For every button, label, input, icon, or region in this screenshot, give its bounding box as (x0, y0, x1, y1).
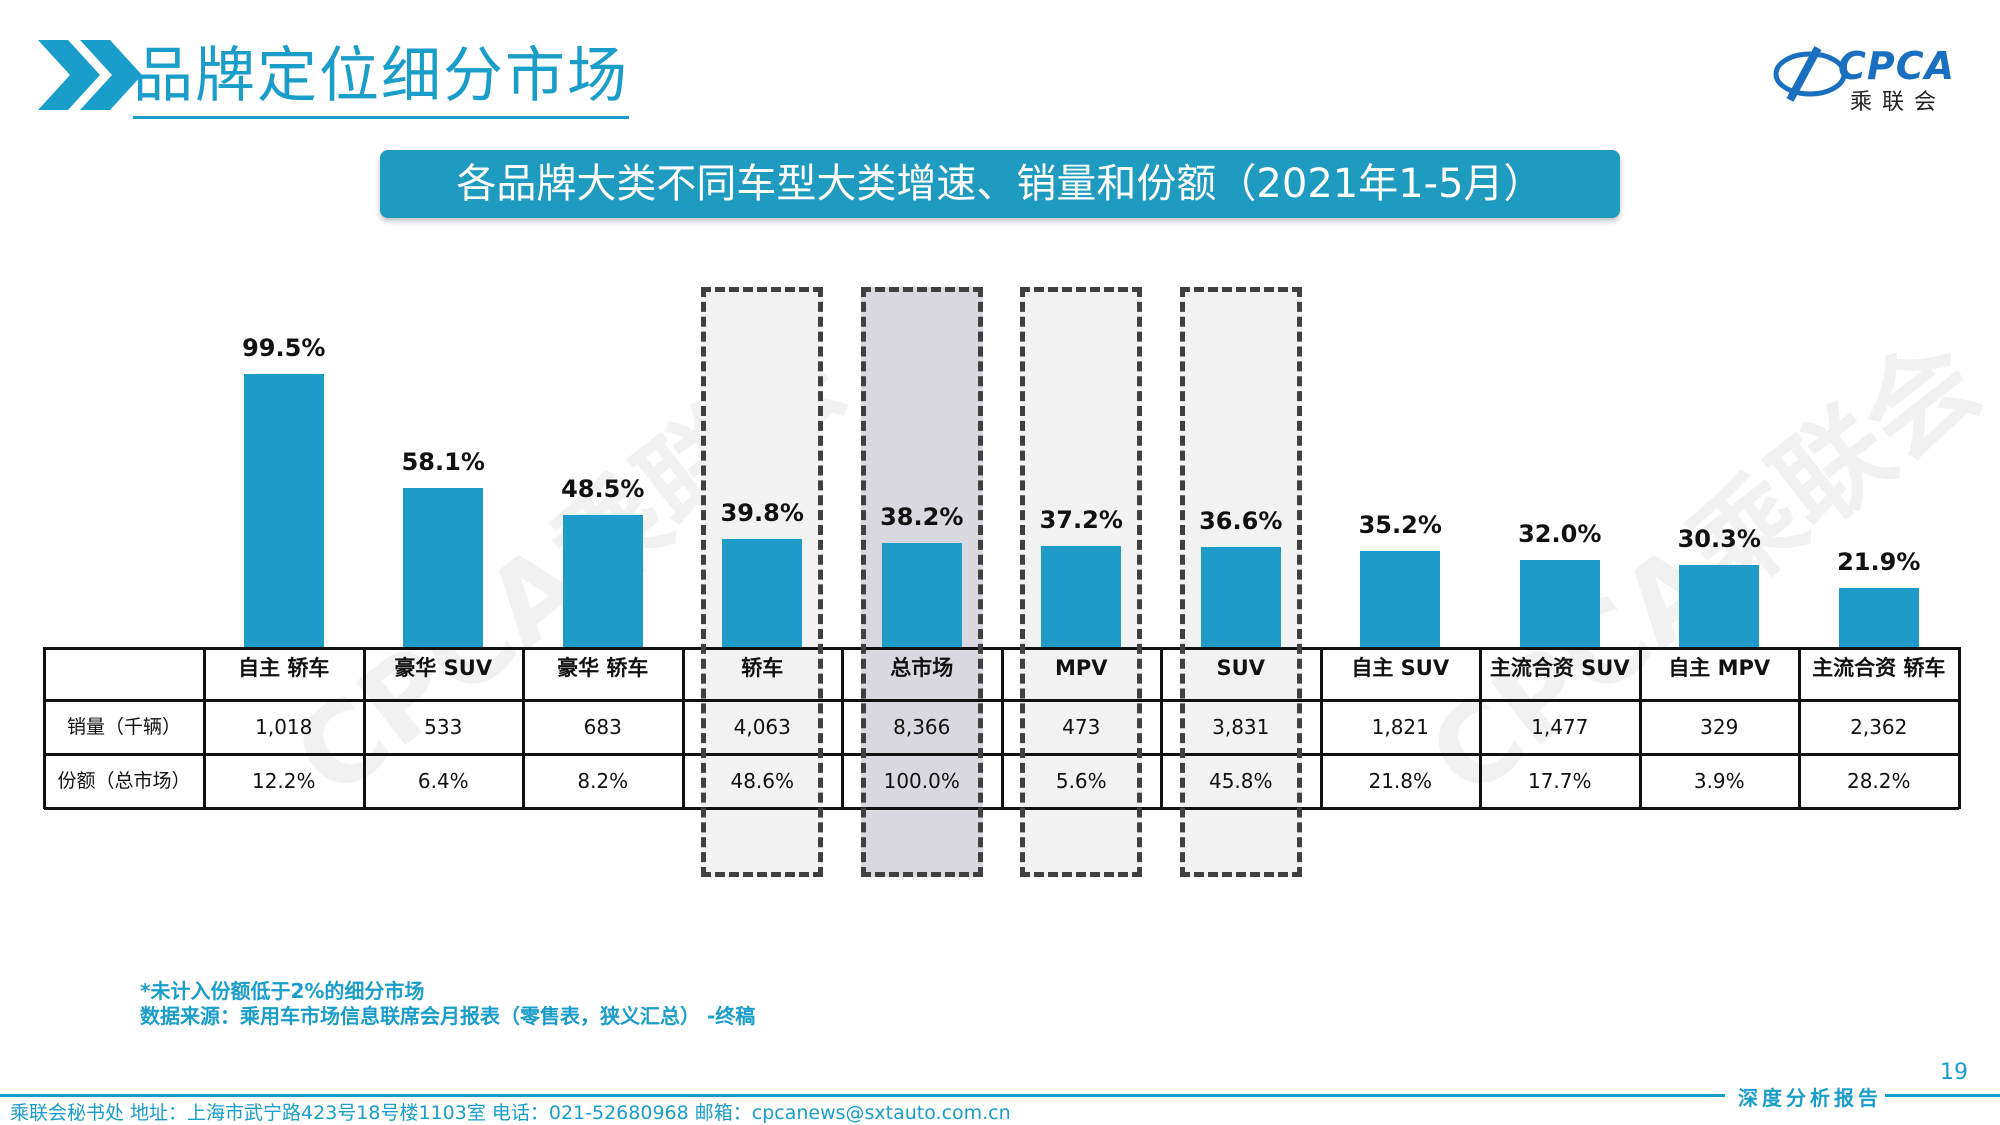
chart-title: 各品牌大类不同车型大类增速、销量和份额（2021年1-5月） (456, 161, 1544, 207)
data-label: 21.9% (1837, 547, 1921, 576)
data-label: 35.2% (1358, 511, 1442, 540)
bar (1519, 560, 1600, 648)
table-vline (1479, 647, 1482, 809)
table-header: 轿车 (741, 656, 784, 680)
table-vline (203, 647, 206, 809)
bar (403, 488, 484, 648)
table-vline (522, 647, 525, 809)
highlight-box (1179, 287, 1302, 877)
table-cell-sales: 8,366 (893, 715, 951, 739)
data-label: 37.2% (1039, 505, 1123, 534)
table-cell-share: 28.2% (1846, 769, 1911, 793)
report-label: 深度分析报告 (1738, 1086, 1882, 1110)
data-source: 数据来源：乘用车市场信息联席会月报表（零售表，狭义汇总） -终稿 (140, 1004, 756, 1028)
bar (1360, 551, 1441, 648)
data-label: 39.8% (720, 498, 804, 527)
table-cell-sales: 1,018 (255, 715, 313, 739)
data-label: 48.5% (561, 474, 645, 503)
footer-divider-right (1885, 1094, 2000, 1097)
table-cell-share: 6.4% (417, 769, 469, 793)
table-cell-sales: 3,831 (1212, 715, 1270, 739)
table-vline (1638, 647, 1642, 809)
bar (881, 542, 962, 648)
chart-title-banner: 各品牌大类不同车型大类增速、销量和份额（2021年1-5月） (380, 150, 1620, 218)
table-header: 主流合资 SUV (1489, 656, 1630, 680)
bar (1679, 564, 1760, 648)
table-cell-share: 8.2% (577, 769, 629, 793)
table-cell-sales: 1,477 (1531, 715, 1589, 739)
table-header: 自主 MPV (1668, 656, 1771, 680)
table-cell-sales: 4,063 (733, 715, 791, 739)
table-cell-sales: 473 (1062, 715, 1101, 739)
highlight-box (1020, 287, 1143, 877)
table-header: 主流合资 轿车 (1812, 656, 1946, 680)
table-cell-share: 3.9% (1693, 769, 1745, 793)
table-vline (681, 647, 685, 809)
table-vline (43, 647, 46, 809)
table-cell-sales: 329 (1700, 715, 1739, 739)
bar (1200, 547, 1281, 648)
data-label: 99.5% (242, 334, 326, 363)
page-number: 19 (1940, 1060, 1968, 1085)
bar (1838, 587, 1919, 648)
bar (562, 514, 643, 648)
chevron-arrows-icon (38, 40, 142, 110)
data-label: 32.0% (1518, 520, 1602, 548)
table-cell-sales: 683 (583, 715, 622, 739)
table-header: 自主 轿车 (238, 656, 330, 680)
table-vline (362, 647, 366, 809)
bar (722, 538, 803, 648)
table-cell-sales: 533 (424, 715, 463, 739)
table-cell-share: 100.0% (883, 769, 960, 793)
table-vline (841, 647, 844, 809)
table-header: 豪华 轿车 (557, 656, 649, 680)
table-cell-share: 12.2% (251, 769, 316, 793)
footer-contact: 乘联会秘书处 地址：上海市武宁路423号18号楼1103室 电话：021-526… (10, 1102, 1011, 1124)
bar (1041, 545, 1122, 648)
table-vline (1319, 647, 1323, 809)
table-header: SUV (1216, 656, 1265, 680)
footnote: *未计入份额低于2%的细分市场 (140, 979, 425, 1003)
table-header: 自主 SUV (1351, 656, 1450, 680)
page-title: 品牌定位细分市场 (133, 36, 629, 119)
table-cell-share: 5.6% (1055, 769, 1107, 793)
highlight-box (701, 287, 824, 877)
logo-cn-text: 乘联会 (1850, 90, 1947, 115)
logo-text: CPCA (1838, 44, 1956, 88)
bar (243, 374, 324, 648)
table-row-label: 销量（千辆） (66, 716, 181, 738)
data-label: 58.1% (401, 448, 485, 477)
data-label: 38.2% (880, 502, 964, 531)
footer-divider-left (0, 1094, 1725, 1097)
table-header: MPV (1054, 656, 1108, 680)
table-cell-sales: 1,821 (1371, 715, 1429, 739)
highlight-box (860, 287, 983, 877)
table-header: 总市场 (890, 656, 954, 680)
table-row-label: 份额（总市场） (57, 770, 191, 792)
table-cell-share: 45.8% (1208, 769, 1273, 793)
table-cell-sales: 2,362 (1850, 715, 1908, 739)
table-cell-share: 48.6% (730, 769, 795, 793)
table-vline (1798, 647, 1801, 809)
table-vline (1000, 647, 1004, 809)
table-cell-share: 21.8% (1368, 769, 1433, 793)
table-vline (1957, 647, 1961, 809)
cpca-logo-icon (1773, 46, 1847, 102)
data-label: 36.6% (1199, 507, 1283, 536)
data-label: 30.3% (1677, 524, 1761, 553)
table-vline (1160, 647, 1163, 809)
table-cell-share: 17.7% (1527, 769, 1592, 793)
table-header: 豪华 SUV (394, 656, 493, 680)
